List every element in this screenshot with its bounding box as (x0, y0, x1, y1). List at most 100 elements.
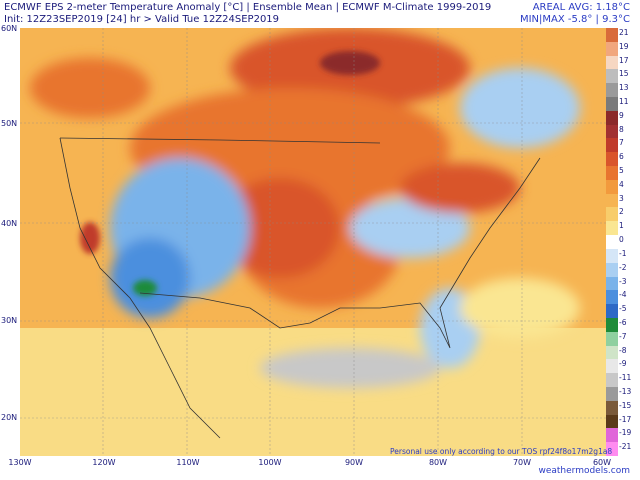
legend-swatch (606, 428, 618, 443)
legend-label: 19 (619, 41, 629, 51)
legend-label: -17 (619, 414, 632, 424)
areal-average: AREAL AVG: 1.18°C (532, 2, 630, 13)
legend-label: 7 (619, 138, 624, 148)
legend-label: -11 (619, 373, 632, 383)
legend-swatch (606, 400, 618, 415)
south-ocean-field (20, 328, 606, 456)
us-southern-coast (139, 157, 541, 349)
legend-swatch (606, 179, 618, 194)
legend-label: -6 (619, 317, 627, 327)
legend-swatch (606, 414, 618, 429)
lon-label: 90W (344, 458, 364, 467)
legend-swatch (606, 331, 618, 346)
legend-swatch (606, 442, 618, 456)
lon-label: 120W (92, 458, 116, 467)
lon-label: 60W (592, 458, 612, 467)
legend-swatch (606, 207, 618, 222)
legend-label: -1 (619, 248, 627, 258)
lon-label: 100W (258, 458, 282, 467)
min-cool-core (133, 280, 157, 296)
lat-label: 30N (1, 316, 18, 325)
legend-label: 1 (619, 221, 624, 231)
site-link[interactable]: weathermodels.com (538, 466, 630, 476)
legend-swatch (606, 110, 618, 125)
legend-label: -19 (619, 428, 632, 438)
legend-label: -21 (619, 442, 632, 452)
legend-swatch (606, 166, 618, 180)
lat-label: 50N (1, 119, 18, 128)
usage-credit: Personal use only according to our TOS r… (390, 447, 613, 456)
us-canada-border (59, 137, 381, 144)
color-legend: 21 19 17 15 13 11 9 8 7 6 5 4 3 2 1 0 -1 -2 -3 -4 -5 -6 -7 -8 -9… (606, 28, 640, 456)
pacific-coast (59, 137, 221, 439)
map-title: ECMWF EPS 2-meter Temperature Anomaly [°… (4, 2, 492, 13)
warm-anomaly-northwest (30, 58, 150, 118)
legend-swatch (606, 41, 618, 56)
legend-label: -3 (619, 276, 627, 286)
legend-swatch (606, 386, 618, 401)
legend-swatch (606, 97, 618, 111)
legend-label: 4 (619, 179, 624, 189)
legend-label: -9 (619, 359, 627, 369)
legend-swatch (606, 276, 618, 291)
legend-swatch (606, 345, 618, 360)
legend-label: 5 (619, 166, 624, 176)
legend-label: 2 (619, 207, 624, 217)
neutral-gulf (260, 348, 440, 388)
legend-swatch (606, 262, 618, 277)
legend-label: -7 (619, 331, 627, 341)
temperature-anomaly-map (20, 28, 606, 456)
legend-label: -15 (619, 400, 632, 410)
legend-swatch (606, 152, 618, 167)
legend-label: 21 (619, 28, 629, 37)
atlantic-field (460, 278, 580, 338)
legend-swatch (606, 221, 618, 236)
legend-swatch (606, 28, 618, 42)
legend-label: 3 (619, 193, 624, 203)
legend-label: -13 (619, 386, 632, 396)
legend-label: 17 (619, 55, 629, 65)
legend-swatch (606, 304, 618, 318)
legend-swatch (606, 290, 618, 305)
lat-label: 20N (1, 413, 18, 422)
lon-label: 130W (8, 458, 32, 467)
lon-label: 70W (512, 458, 532, 467)
lat-label: 60N (1, 24, 18, 33)
legend-label: 11 (619, 97, 629, 107)
legend-swatch (606, 317, 618, 332)
legend-swatch (606, 359, 618, 374)
lon-label: 110W (176, 458, 200, 467)
cool-anomaly-northeast (460, 68, 580, 148)
legend-swatch (606, 138, 618, 153)
lon-label: 80W (428, 458, 448, 467)
legend-label: 0 (619, 235, 624, 245)
legend-swatch (606, 235, 618, 249)
cool-anomaly-greatlakes (350, 198, 470, 258)
warm-anomaly-california (80, 222, 100, 254)
legend-label: -5 (619, 304, 627, 314)
legend-swatch (606, 248, 618, 263)
warm-anomaly-east (400, 163, 520, 213)
legend-swatch (606, 124, 618, 139)
legend-label: 15 (619, 69, 629, 79)
legend-swatch (606, 55, 618, 70)
min-max: MIN|MAX -5.8° | 9.3°C (519, 14, 630, 25)
legend-swatch (606, 373, 618, 387)
legend-label: 6 (619, 152, 624, 162)
graticule (20, 28, 606, 456)
lat-label: 40N (1, 219, 18, 228)
legend-label: 8 (619, 124, 624, 134)
warm-anomaly-southplains (220, 178, 340, 278)
legend-swatch (606, 193, 618, 208)
max-warm-core (320, 51, 380, 75)
legend-label: 9 (619, 110, 624, 120)
boundaries (59, 137, 541, 439)
map-subtitle: Init: 12Z23SEP2019 [24] hr > Valid Tue 1… (4, 14, 280, 25)
header: ECMWF EPS 2-meter Temperature Anomaly [°… (0, 0, 640, 28)
legend-label: -4 (619, 290, 627, 300)
cool-anomaly-southwest (110, 238, 190, 318)
legend-label: -2 (619, 262, 627, 272)
legend-swatch (606, 69, 618, 84)
legend-label: 13 (619, 83, 629, 93)
legend-label: -8 (619, 345, 627, 355)
